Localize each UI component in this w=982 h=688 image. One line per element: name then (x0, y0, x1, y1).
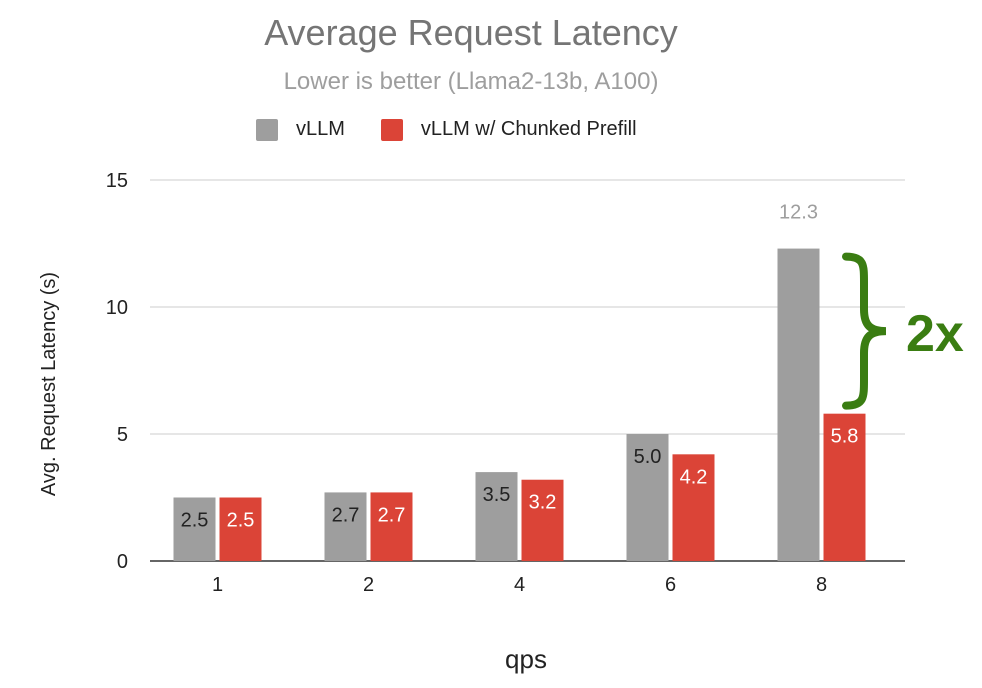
annotation-label: 2x (906, 305, 964, 363)
chart-title: Average Request Latency (264, 12, 678, 53)
data-label: 3.2 (529, 492, 557, 514)
bar-vllm (777, 248, 820, 561)
y-axis-label: Avg. Request Latency (s) (38, 272, 60, 496)
brace (842, 252, 887, 410)
legend-label-vllm: vLLM (296, 118, 345, 140)
data-label: 2.7 (378, 504, 406, 526)
data-label: 2.7 (332, 504, 360, 526)
annotation: 2x (842, 252, 964, 410)
data-label: 2.5 (181, 510, 209, 532)
y-tick-label: 5 (117, 424, 128, 446)
bar-chunked-prefill (672, 454, 715, 561)
bar-vllm (626, 434, 669, 561)
data-label: 4.2 (680, 466, 708, 488)
bar-vllm (173, 497, 216, 561)
y-tick-label: 15 (106, 170, 128, 192)
x-tick-label: 6 (665, 574, 676, 596)
legend-swatch-vllm (256, 118, 278, 141)
data-label: 3.5 (483, 484, 511, 506)
legend-item-vllm: vLLM (256, 118, 345, 141)
data-label: 5.0 (634, 446, 662, 468)
legend-label-chunked-prefill: vLLM w/ Chunked Prefill (420, 118, 637, 140)
legend-item-chunked-prefill: vLLM w/ Chunked Prefill (380, 118, 637, 141)
data-label: 2.5 (227, 510, 255, 532)
bars: 2.5 2.5 1 2.7 2.7 2 3.5 3.2 4 5.0 4.2 6 12.3 5.8 8 (173, 202, 866, 596)
legend: vLLM vLLM w/ Chunked Prefill (256, 118, 673, 141)
y-tick-label: 0 (117, 551, 128, 573)
bar-vllm (475, 472, 518, 561)
x-tick-label: 1 (212, 574, 223, 596)
legend-swatch-chunked-prefill (380, 118, 403, 141)
x-tick-label: 4 (514, 574, 525, 596)
bar-chunked-prefill (521, 479, 564, 561)
data-label: 12.3 (779, 202, 818, 224)
x-axis-label: qps (505, 644, 547, 674)
x-tick-label: 8 (816, 574, 827, 596)
bar-vllm (324, 492, 367, 561)
bar-chunked-prefill (370, 492, 413, 561)
bar-chunked-prefill (823, 413, 866, 561)
x-tick-label: 2 (363, 574, 374, 596)
chart-subtitle: Lower is better (Llama2-13b, A100) (283, 68, 659, 95)
data-label: 5.8 (831, 426, 859, 448)
bar-chunked-prefill (219, 497, 262, 561)
y-tick-label: 10 (106, 297, 128, 319)
